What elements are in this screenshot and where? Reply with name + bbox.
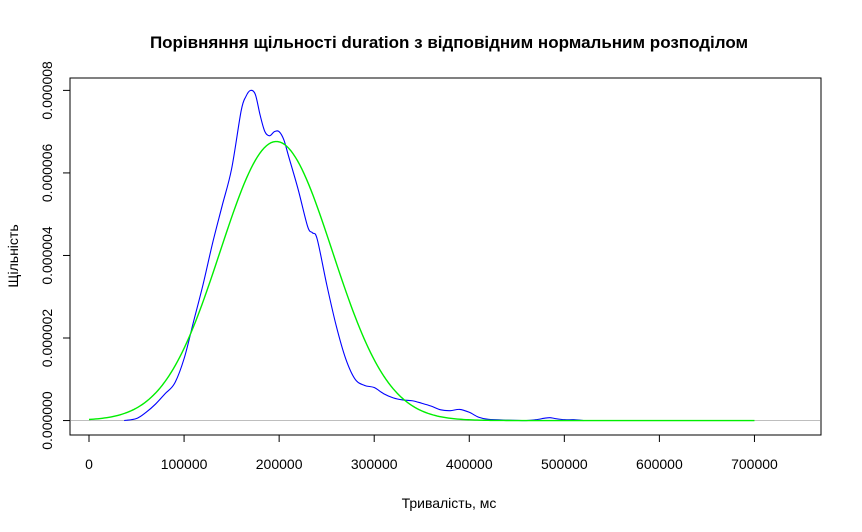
y-tick-label: 0.000002 <box>39 309 55 368</box>
x-tick-label: 500000 <box>541 456 588 472</box>
x-tick-label: 200000 <box>256 456 303 472</box>
x-tick-label: 600000 <box>636 456 683 472</box>
x-tick-label: 0 <box>85 456 93 472</box>
x-axis-label: Тривалість, мс <box>402 495 497 511</box>
y-axis-label: Щільність <box>5 224 21 287</box>
x-tick-label: 300000 <box>351 456 398 472</box>
y-axis: 0.000000 0.000002 0.000004 0.000006 0.000008 <box>39 61 71 450</box>
x-tick-label: 100000 <box>161 456 208 472</box>
y-tick-label: 0.000004 <box>39 226 55 285</box>
y-tick-label: 0.000008 <box>39 61 55 120</box>
plot-frame <box>69 77 822 436</box>
x-tick-label: 700000 <box>731 456 778 472</box>
empirical-density-line <box>124 89 584 422</box>
x-axis: 0 100000 200000 300000 400000 500000 600000 700… <box>85 434 778 472</box>
normal-density-line <box>88 140 755 422</box>
plot-area <box>71 89 820 422</box>
y-tick-label: 0.000006 <box>39 144 55 203</box>
x-tick-label: 400000 <box>446 456 493 472</box>
chart-title: Порівняння щільності duration з відповід… <box>150 33 748 52</box>
y-tick-label: 0.000000 <box>39 391 55 450</box>
